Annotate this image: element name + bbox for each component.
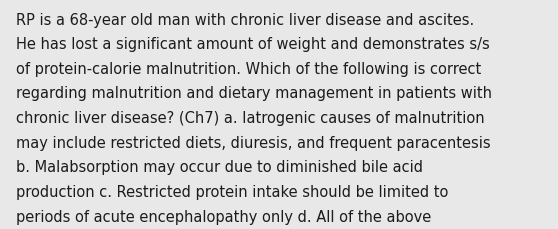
Text: production c. Restricted protein intake should be limited to: production c. Restricted protein intake … [16, 184, 448, 199]
Text: He has lost a significant amount of weight and demonstrates s/s: He has lost a significant amount of weig… [16, 37, 489, 52]
Text: chronic liver disease? (Ch7) a. Iatrogenic causes of malnutrition: chronic liver disease? (Ch7) a. Iatrogen… [16, 111, 484, 125]
Text: b. Malabsorption may occur due to diminished bile acid: b. Malabsorption may occur due to dimini… [16, 160, 422, 174]
Text: may include restricted diets, diuresis, and frequent paracentesis: may include restricted diets, diuresis, … [16, 135, 490, 150]
Text: periods of acute encephalopathy only d. All of the above: periods of acute encephalopathy only d. … [16, 209, 431, 224]
Text: RP is a 68-year old man with chronic liver disease and ascites.: RP is a 68-year old man with chronic liv… [16, 13, 474, 27]
Text: of protein-calorie malnutrition. Which of the following is correct: of protein-calorie malnutrition. Which o… [16, 62, 481, 76]
Text: regarding malnutrition and dietary management in patients with: regarding malnutrition and dietary manag… [16, 86, 492, 101]
